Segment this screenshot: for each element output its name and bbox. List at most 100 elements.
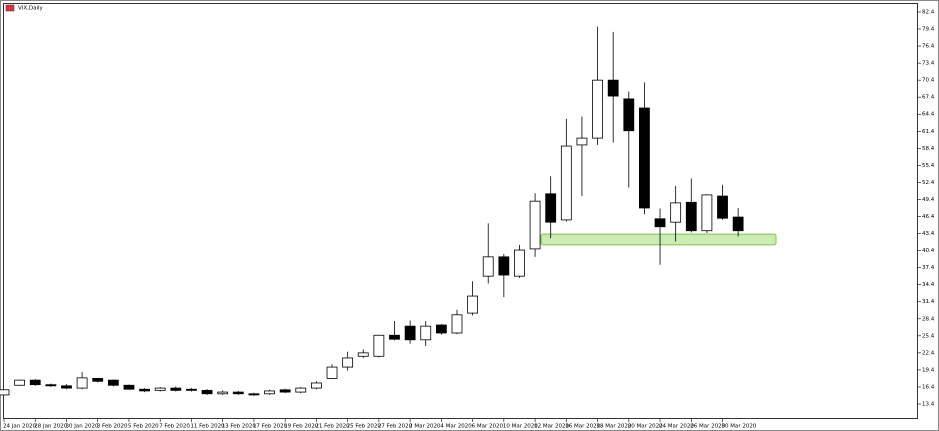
candle-body xyxy=(92,378,104,382)
candle-body xyxy=(186,388,197,391)
symbol-icon xyxy=(5,4,15,12)
y-tick-label: 76.4 xyxy=(922,44,935,50)
x-tick-label: 7 Feb 2020 xyxy=(159,424,190,430)
x-tick-label: 17 Feb 2020 xyxy=(253,424,288,430)
candle-body xyxy=(732,216,744,232)
y-tick-label: 31.4 xyxy=(922,299,935,305)
x-tick-label: 4 Mar 2020 xyxy=(440,424,472,430)
x-tick-label: 30 Mar 2020 xyxy=(722,424,757,430)
candle-body xyxy=(389,334,400,340)
candle-body xyxy=(357,352,369,357)
candle-body xyxy=(107,379,119,386)
x-tick-label: 12 Mar 2020 xyxy=(534,424,569,430)
x-tick-label: 11 Feb 2020 xyxy=(190,424,225,430)
x-tick-label: 24 Jan 2020 xyxy=(3,424,36,430)
candle-body xyxy=(248,393,260,396)
candle-body xyxy=(154,387,166,391)
candle-body xyxy=(717,195,728,219)
candle-body xyxy=(201,389,213,395)
candle-body xyxy=(217,391,229,395)
candle-body xyxy=(76,377,88,389)
candle-body xyxy=(310,382,322,389)
x-tick-label: 24 Mar 2020 xyxy=(659,424,694,430)
candle-body xyxy=(639,107,650,209)
x-tick-label: 6 Mar 2020 xyxy=(472,424,504,430)
y-tick-label: 73.4 xyxy=(922,61,935,67)
y-tick-label: 34.4 xyxy=(922,282,935,288)
y-tick-label: 22.4 xyxy=(922,350,935,356)
candle-body xyxy=(232,391,244,395)
candle-body xyxy=(560,145,572,221)
plot-frame xyxy=(3,3,918,419)
candle-body xyxy=(342,357,354,368)
candle-body xyxy=(139,388,150,392)
candle-body xyxy=(607,79,619,97)
candle-body xyxy=(420,325,432,341)
candle-body xyxy=(0,389,10,396)
candle-body xyxy=(404,325,416,341)
candle-body xyxy=(545,193,557,223)
candle-body xyxy=(264,390,275,395)
y-tick-label: 19.4 xyxy=(922,367,935,373)
candle-body xyxy=(373,334,385,357)
candle-body xyxy=(467,295,479,314)
y-tick-label: 37.4 xyxy=(922,265,935,271)
candle-body xyxy=(576,137,588,146)
x-tick-label: 16 Mar 2020 xyxy=(565,424,600,430)
y-tick-label: 46.4 xyxy=(922,214,935,220)
candle-body xyxy=(623,98,635,132)
x-tick-label: 20 Mar 2020 xyxy=(628,424,663,430)
candle-body xyxy=(685,201,697,232)
x-tick-label: 18 Mar 2020 xyxy=(597,424,632,430)
x-tick-label: 19 Feb 2020 xyxy=(284,424,319,430)
x-tick-label: 21 Feb 2020 xyxy=(315,424,350,430)
x-tick-label: 13 Feb 2020 xyxy=(222,424,257,430)
y-tick-label: 40.4 xyxy=(922,248,935,254)
y-tick-label: 43.4 xyxy=(922,231,935,237)
x-tick-label: 2 Mar 2020 xyxy=(409,424,441,430)
candle-body xyxy=(170,387,182,391)
candle-body xyxy=(279,389,291,393)
y-tick-label: 64.4 xyxy=(922,112,935,118)
y-tick-label: 13.4 xyxy=(922,402,935,408)
candle-body xyxy=(29,379,41,386)
x-tick-label: 25 Feb 2020 xyxy=(347,424,382,430)
y-tick-label: 67.4 xyxy=(922,95,935,101)
candle-body xyxy=(14,379,26,386)
y-tick-label: 49.4 xyxy=(922,197,935,203)
candle-body xyxy=(326,366,338,379)
candle-body xyxy=(498,256,510,276)
y-tick-label: 58.4 xyxy=(922,146,935,152)
y-tick-label: 52.4 xyxy=(922,180,935,186)
x-tick-label: 28 Jan 2020 xyxy=(34,424,67,430)
y-tick-label: 61.4 xyxy=(922,129,935,135)
y-tick-label: 16.4 xyxy=(922,384,935,390)
highlight-zone xyxy=(540,233,777,246)
y-tick-label: 82.4 xyxy=(922,9,935,15)
y-tick-label: 79.4 xyxy=(922,27,935,33)
candle-body xyxy=(514,249,525,277)
candle-body xyxy=(45,384,57,387)
y-tick-label: 70.4 xyxy=(922,78,935,84)
candle-body xyxy=(482,256,494,277)
candle-body xyxy=(61,385,72,389)
candle-body xyxy=(451,314,463,334)
candle-body xyxy=(654,218,666,228)
y-tick-label: 55.4 xyxy=(922,163,935,169)
candle-body xyxy=(435,324,447,334)
candle-body xyxy=(670,202,682,223)
y-tick-label: 25.4 xyxy=(922,333,935,339)
x-tick-label: 10 Mar 2020 xyxy=(503,424,538,430)
x-tick-label: 30 Jan 2020 xyxy=(65,424,98,430)
y-tick-label: 28.4 xyxy=(922,316,935,322)
chart-title: VIX,Daily xyxy=(18,6,44,12)
x-tick-label: 27 Feb 2020 xyxy=(378,424,413,430)
candle-body xyxy=(592,79,603,139)
x-tick-label: 26 Mar 2020 xyxy=(690,424,725,430)
candle-body xyxy=(529,200,541,250)
candle-body xyxy=(123,384,135,390)
x-tick-label: 5 Feb 2020 xyxy=(128,424,159,430)
